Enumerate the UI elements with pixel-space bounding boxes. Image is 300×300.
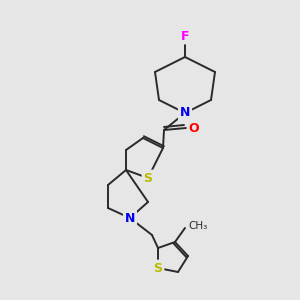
Text: O: O [189, 122, 199, 134]
Text: S: S [143, 172, 152, 184]
Text: CH₃: CH₃ [188, 221, 207, 231]
Text: N: N [180, 106, 190, 119]
Text: F: F [181, 29, 189, 43]
Text: S: S [154, 262, 163, 275]
Text: N: N [125, 212, 135, 224]
